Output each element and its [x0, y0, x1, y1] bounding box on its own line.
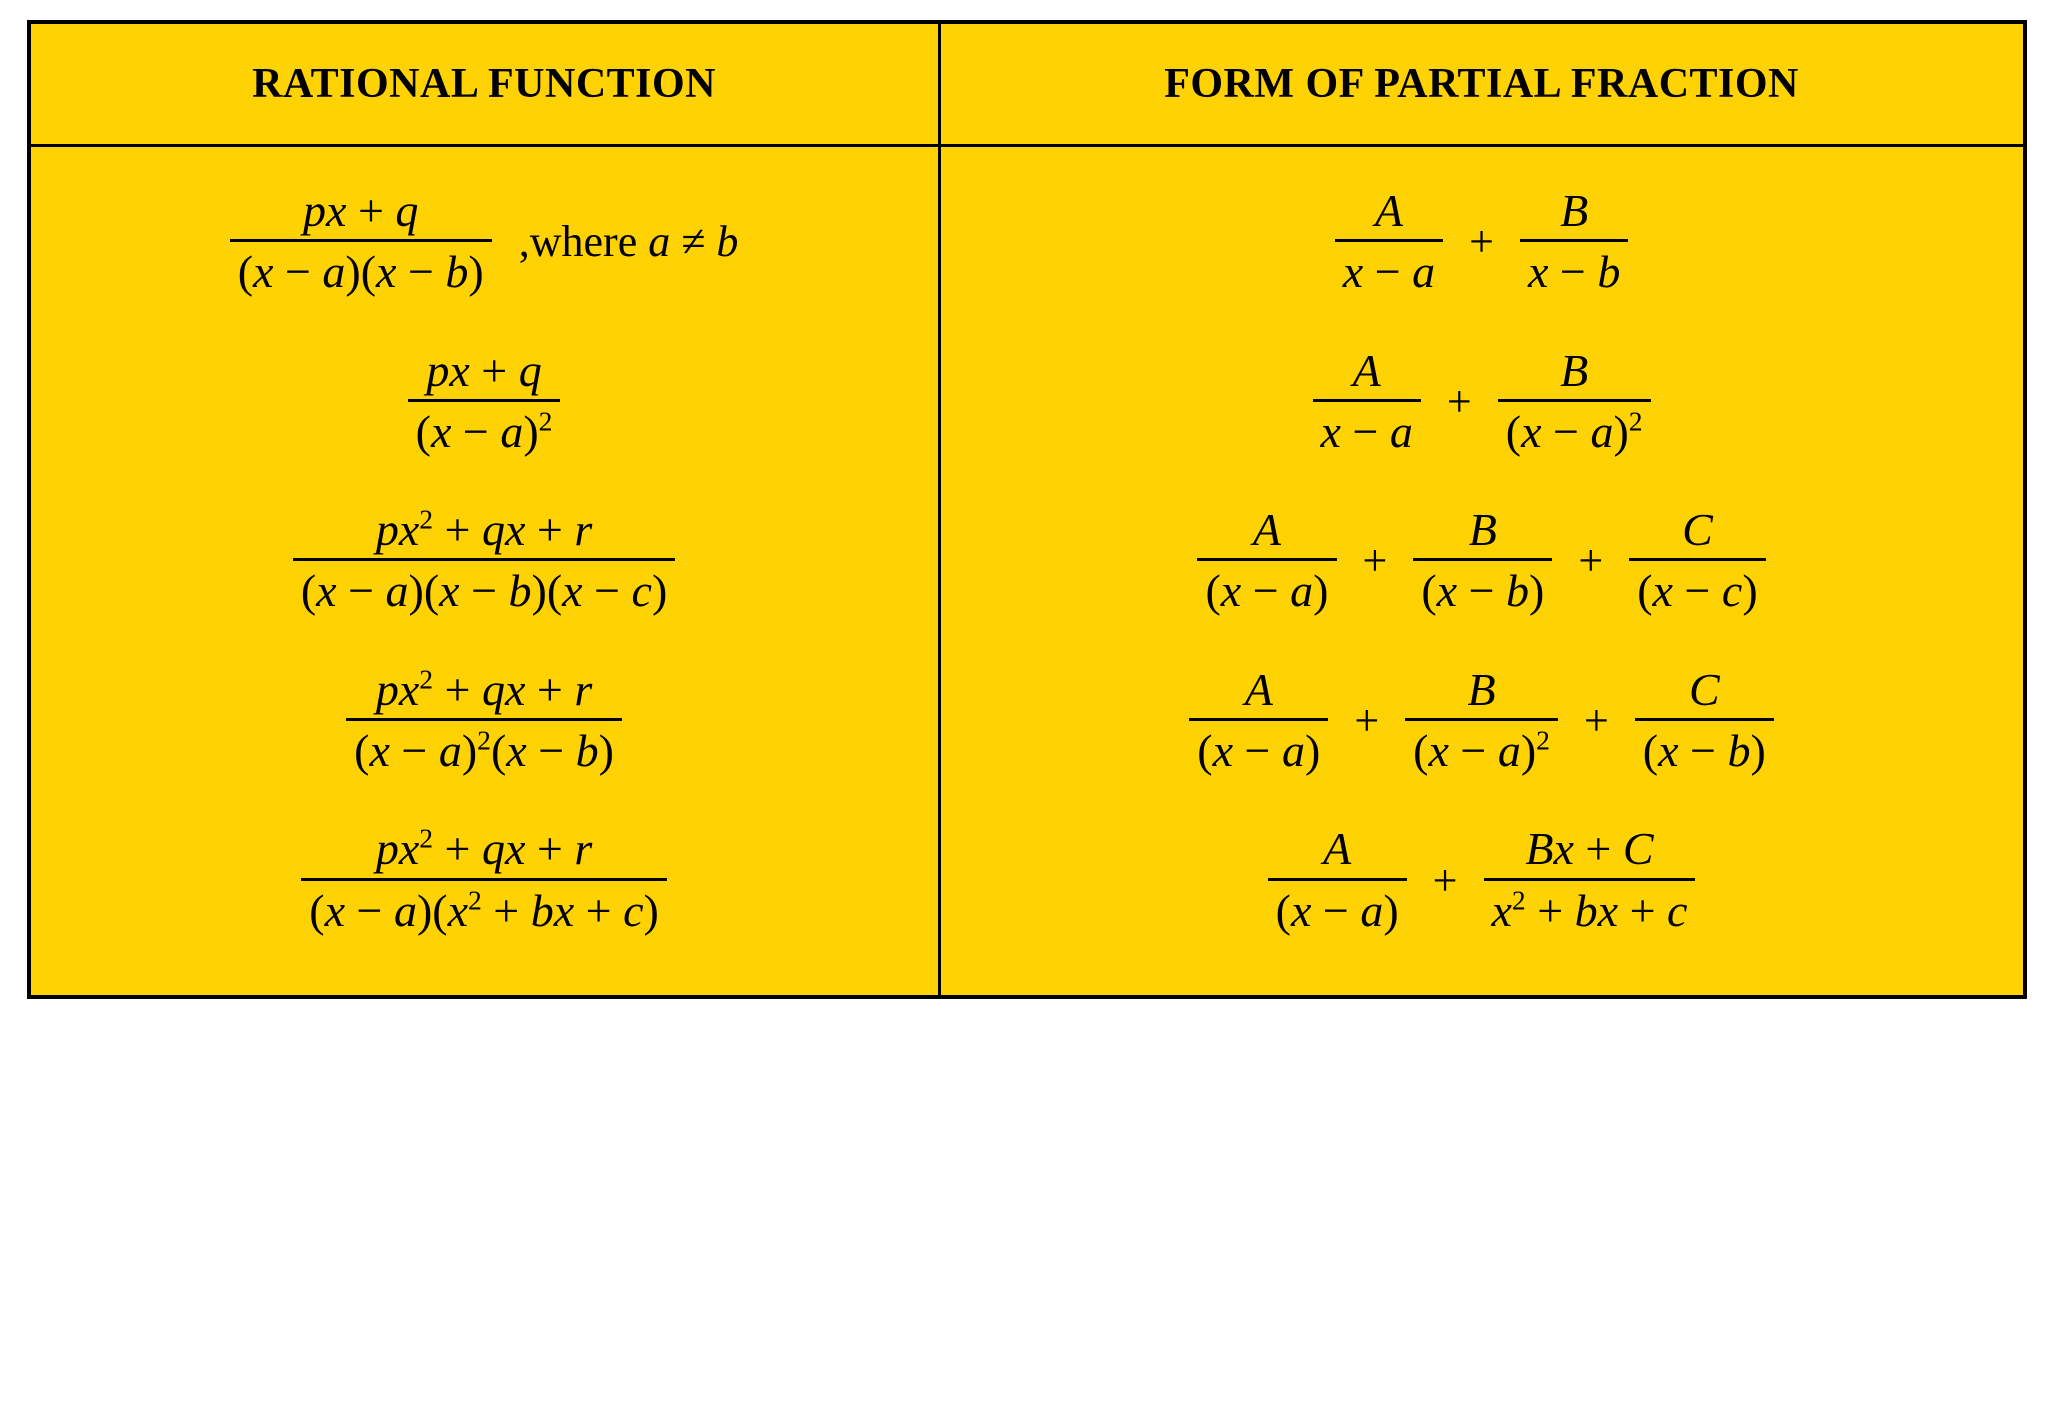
partial-row-4: A(x − a)+B(x − a)2+C(x − b): [1189, 666, 1774, 776]
cell-rational: px + q(x − a)(x − b) ,where a ≠ b px + q(…: [29, 146, 940, 997]
rational-row-4: px2 + qx + r(x − a)2(x − b): [346, 666, 622, 776]
header-partial: FORM OF PARTIAL FRACTION: [939, 22, 2024, 146]
cell-partial: Ax − a+Bx − b Ax − a+B(x − a)2 A(x − a)+B(…: [939, 146, 2024, 997]
partial-fraction-table: RATIONAL FUNCTION FORM OF PARTIAL FRACTI…: [27, 20, 2027, 999]
partial-row-2: Ax − a+B(x − a)2: [1313, 347, 1651, 457]
partial-row-3: A(x − a)+B(x − b)+C(x − c): [1197, 506, 1765, 616]
partial-row-1: Ax − a+Bx − b: [1335, 187, 1629, 297]
rational-row-2: px + q(x − a)2: [408, 347, 561, 457]
rational-row-1: px + q(x − a)(x − b) ,where a ≠ b: [230, 187, 739, 297]
header-rational: RATIONAL FUNCTION: [29, 22, 940, 146]
rational-row-5: px2 + qx + r(x − a)(x2 + bx + c): [301, 825, 667, 935]
rational-row-3: px2 + qx + r(x − a)(x − b)(x − c): [293, 506, 675, 616]
partial-row-5: A(x − a)+Bx + Cx2 + bx + c: [1268, 825, 1696, 935]
